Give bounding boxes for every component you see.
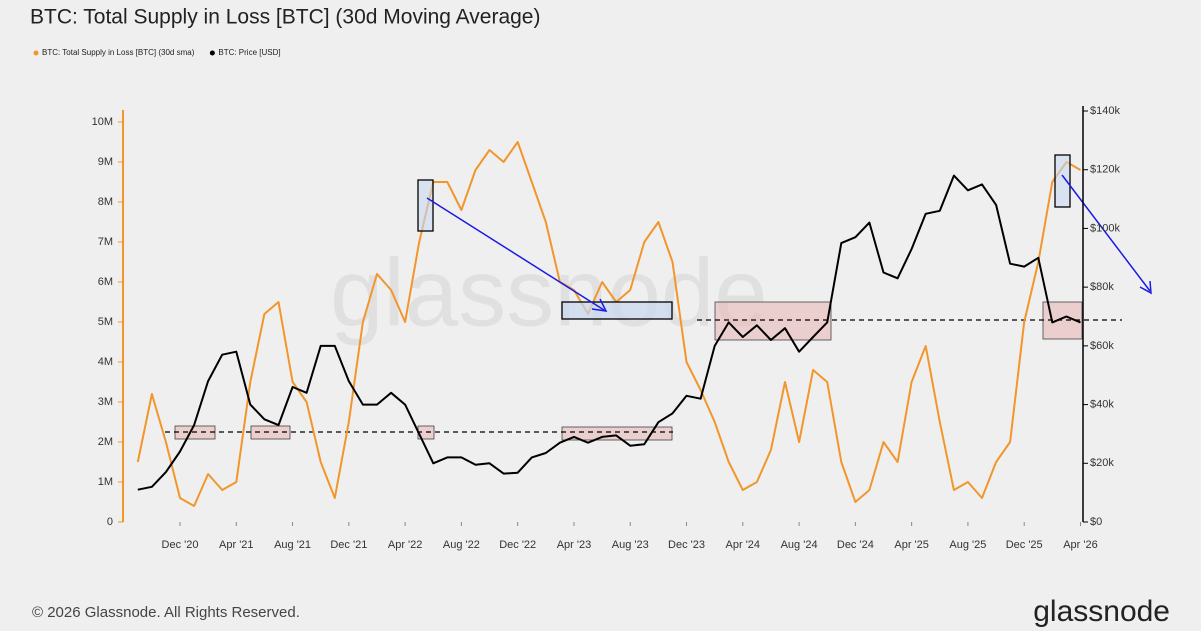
y2-tick-label: $40k <box>1090 398 1114 410</box>
x-tick-label: Dec '20 <box>162 539 199 551</box>
y-tick-label: 6M <box>98 276 113 288</box>
x-tick-label: Aug '22 <box>443 539 480 551</box>
brand: glassnode <box>1033 595 1170 628</box>
chart-title: BTC: Total Supply in Loss [BTC] (30d Mov… <box>30 6 540 29</box>
x-tick-label: Apr '23 <box>557 539 592 551</box>
x-tick-label: Apr '26 <box>1063 539 1098 551</box>
y-tick-label: 0 <box>107 516 113 528</box>
y-tick-label: 10M <box>92 116 113 128</box>
y-tick-label: 1M <box>98 476 113 488</box>
y2-tick-label: $80k <box>1090 281 1114 293</box>
y-tick-label: 2M <box>98 436 113 448</box>
y2-tick-label: $0 <box>1090 516 1102 528</box>
x-tick-label: Apr '22 <box>388 539 423 551</box>
y-tick-label: 9M <box>98 156 113 168</box>
y-tick-label: 7M <box>98 236 113 248</box>
x-tick-label: Dec '23 <box>668 539 705 551</box>
x-tick-label: Aug '25 <box>949 539 986 551</box>
x-tick-label: Apr '24 <box>726 539 761 551</box>
series-line <box>136 141 1081 507</box>
x-tick-label: Dec '22 <box>499 539 536 551</box>
y2-tick-label: $20k <box>1090 457 1114 469</box>
y2-tick-label: $60k <box>1090 340 1114 352</box>
series-line <box>137 174 1081 491</box>
x-tick-label: Apr '21 <box>219 539 254 551</box>
x-tick-label: Aug '21 <box>274 539 311 551</box>
x-tick-label: Dec '21 <box>330 539 367 551</box>
y2-tick-label: $100k <box>1090 222 1120 234</box>
y2-tick-label: $120k <box>1090 164 1120 176</box>
x-tick-label: Aug '24 <box>781 539 818 551</box>
y-tick-label: 8M <box>98 196 113 208</box>
legend-marker <box>33 50 39 56</box>
legend-label: BTC: Price [USD] <box>218 48 280 57</box>
annotations-top <box>417 154 1152 320</box>
x-tick-label: Dec '24 <box>837 539 874 551</box>
legend-label: BTC: Total Supply in Loss [BTC] (30d sma… <box>42 48 195 57</box>
y-tick-label: 3M <box>98 396 113 408</box>
watermark: glassnode <box>330 239 768 346</box>
x-tick-label: Dec '25 <box>1006 539 1043 551</box>
x-tick-label: Apr '25 <box>894 539 929 551</box>
y2-tick-label: $140k <box>1090 105 1120 117</box>
y-tick-label: 5M <box>98 316 113 328</box>
legend-marker <box>209 50 215 56</box>
y-tick-label: 4M <box>98 356 113 368</box>
footer: © 2026 Glassnode. All Rights Reserved. <box>32 604 300 621</box>
x-tick-label: Aug '23 <box>612 539 649 551</box>
